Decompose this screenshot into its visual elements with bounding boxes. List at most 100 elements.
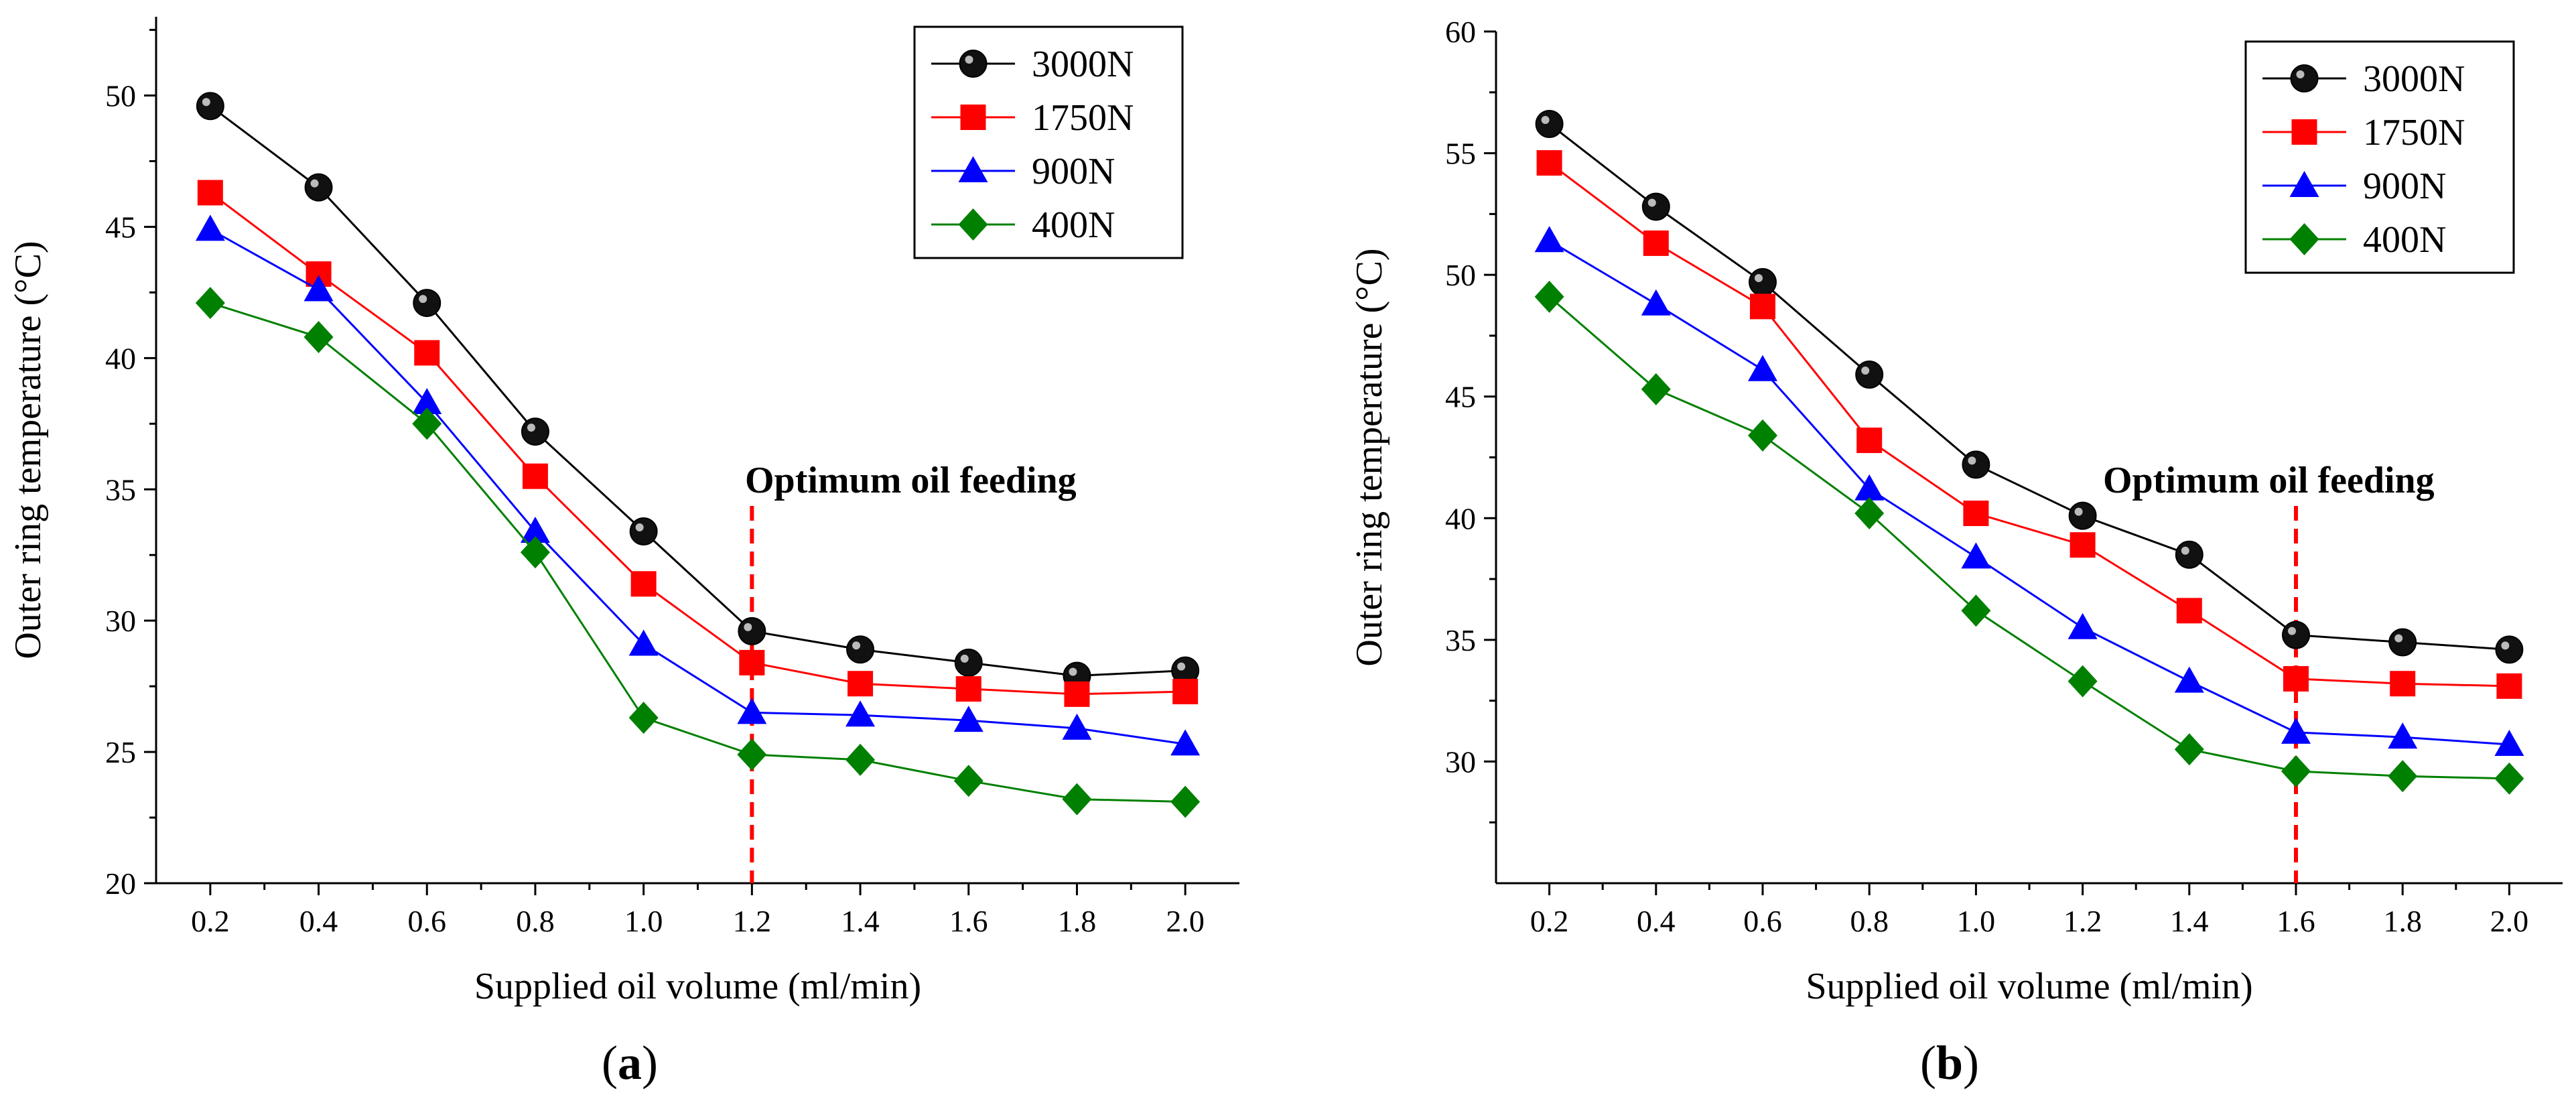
data-point <box>2174 733 2204 766</box>
data-point <box>195 287 225 320</box>
data-point <box>414 340 440 366</box>
data-point <box>955 676 981 702</box>
series-line <box>1548 240 2510 746</box>
legend-marker <box>959 50 988 78</box>
data-point <box>521 417 549 446</box>
panel-label-letter: a <box>618 1036 642 1090</box>
x-tick-label: 1.8 <box>2383 904 2422 938</box>
x-tick-label: 1.2 <box>733 904 772 938</box>
series-line <box>210 229 1186 745</box>
data-point <box>2070 532 2096 558</box>
data-point <box>2174 666 2204 693</box>
data-point <box>628 629 659 656</box>
legend-marker <box>958 156 988 182</box>
x-tick-label: 1.4 <box>841 904 880 938</box>
series-line <box>1548 296 2510 780</box>
legend-label: 1750N <box>1032 97 1134 139</box>
data-point-highlight <box>310 179 319 188</box>
data-point <box>520 516 550 543</box>
data-point <box>1641 192 1670 221</box>
data-point <box>845 743 876 776</box>
x-tick-label: 1.0 <box>624 904 663 938</box>
y-tick-label: 30 <box>1445 744 1476 779</box>
series-400N <box>195 287 1201 818</box>
legend-marker-highlight <box>965 56 973 64</box>
data-point-highlight <box>852 641 861 650</box>
data-point <box>739 649 765 675</box>
series-3000N <box>196 92 1200 690</box>
series-1750N <box>1536 150 2522 699</box>
panel-b: 30 35 40 45 50 55 60 0.2 0.4 0.6 0.8 1.0 1.2 1.4 1.6 1.… <box>1349 15 2563 1090</box>
legend-label: 3000N <box>2363 58 2465 100</box>
series-900N <box>1534 226 2524 757</box>
panel-label-letter: b <box>1936 1036 1963 1090</box>
data-point <box>737 698 767 724</box>
data-point <box>2281 717 2311 744</box>
panel-label-paren: ( <box>1920 1036 1936 1090</box>
data-point <box>629 517 658 545</box>
data-point <box>2283 665 2309 692</box>
data-point <box>1172 678 1199 704</box>
data-point <box>2067 665 2098 698</box>
data-point <box>2495 635 2524 664</box>
legend: 3000N 1750N 900N 400N <box>2244 40 2515 274</box>
data-point <box>953 765 984 797</box>
data-point <box>2494 730 2524 757</box>
series-line <box>210 302 1186 803</box>
data-point <box>1641 289 1671 316</box>
data-point <box>197 180 223 206</box>
data-point <box>304 173 333 202</box>
panel-label-paren: ) <box>1963 1036 1979 1090</box>
data-point <box>953 706 984 732</box>
data-point <box>1855 361 1884 389</box>
data-point <box>1856 428 1883 454</box>
data-point-highlight <box>527 424 535 432</box>
legend-label: 400N <box>1032 204 1115 246</box>
data-point-highlight <box>1647 198 1656 207</box>
x-axis-title: Supplied oil volume (ml/min) <box>474 966 921 1007</box>
data-point <box>1535 109 1564 138</box>
data-point <box>2390 671 2416 697</box>
y-tick-label: 35 <box>105 472 136 507</box>
data-point <box>196 92 224 121</box>
optimum-label: Optimum oil feeding <box>745 460 1077 501</box>
data-point <box>2067 612 2098 639</box>
panel-label: (a) <box>602 1036 658 1090</box>
data-point <box>1748 419 1777 452</box>
y-tick-label: 40 <box>105 341 136 375</box>
data-point-highlight <box>1755 274 1763 283</box>
legend-label: 900N <box>1032 151 1115 192</box>
x-tick-label: 1.2 <box>2063 904 2102 938</box>
legend-label: 1750N <box>2363 112 2465 153</box>
data-point-highlight <box>1541 115 1550 124</box>
data-point <box>846 635 875 664</box>
y-tick-label: 60 <box>1445 15 1476 49</box>
data-point <box>738 617 766 645</box>
data-point-highlight <box>2288 627 2296 635</box>
data-point <box>1643 230 1669 256</box>
x-tick-label: 0.6 <box>1743 904 1782 938</box>
data-point <box>1641 373 1671 405</box>
data-point <box>1750 294 1775 320</box>
data-point <box>1536 150 1562 176</box>
data-point-highlight <box>1968 456 1976 465</box>
data-point-highlight <box>419 295 427 304</box>
data-point <box>2388 760 2418 793</box>
series-line <box>1548 123 2510 651</box>
data-point-highlight <box>2501 641 2510 650</box>
y-tick-label: 50 <box>105 79 136 113</box>
series-line <box>209 105 1186 677</box>
legend-marker <box>2290 64 2319 92</box>
legend-marker <box>960 105 986 130</box>
data-point <box>954 648 983 677</box>
y-tick-label: 45 <box>1445 380 1476 414</box>
data-point-highlight <box>635 523 644 531</box>
data-point <box>1170 729 1201 756</box>
data-point <box>1961 542 1991 569</box>
data-point <box>413 289 442 318</box>
x-tick-label: 1.8 <box>1058 904 1097 938</box>
y-tick-label: 20 <box>105 866 136 901</box>
data-point <box>2388 722 2418 749</box>
optimum-label: Optimum oil feeding <box>2103 460 2435 501</box>
